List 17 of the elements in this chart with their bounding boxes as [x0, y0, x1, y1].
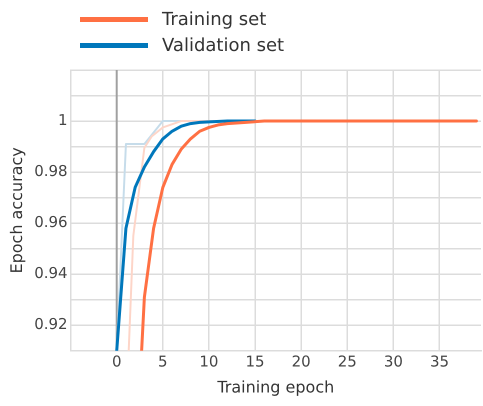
y-tick-label: 0.96	[34, 213, 68, 232]
legend-label: Training set	[162, 8, 266, 30]
y-tick-label: 0.94	[34, 264, 68, 282]
y-tick-label: 0.98	[34, 162, 68, 180]
x-tick-label: 15	[246, 352, 265, 371]
y-axis-title: Epoch accuracy	[6, 147, 26, 274]
legend-label: Validation set	[162, 34, 284, 56]
y-tick-label: 0.92	[34, 315, 68, 334]
x-tick-label: 30	[384, 352, 403, 371]
x-axis-title: Training epoch	[216, 378, 334, 397]
x-tick-label: 20	[292, 352, 311, 371]
x-tick-label: 35	[430, 352, 450, 371]
y-tick-label: 1	[58, 110, 68, 129]
x-tick-label: 5	[158, 352, 168, 371]
x-tick-label: 10	[199, 352, 218, 371]
x-tick-label: 0	[112, 352, 122, 371]
x-tick-label: 25	[338, 352, 357, 371]
